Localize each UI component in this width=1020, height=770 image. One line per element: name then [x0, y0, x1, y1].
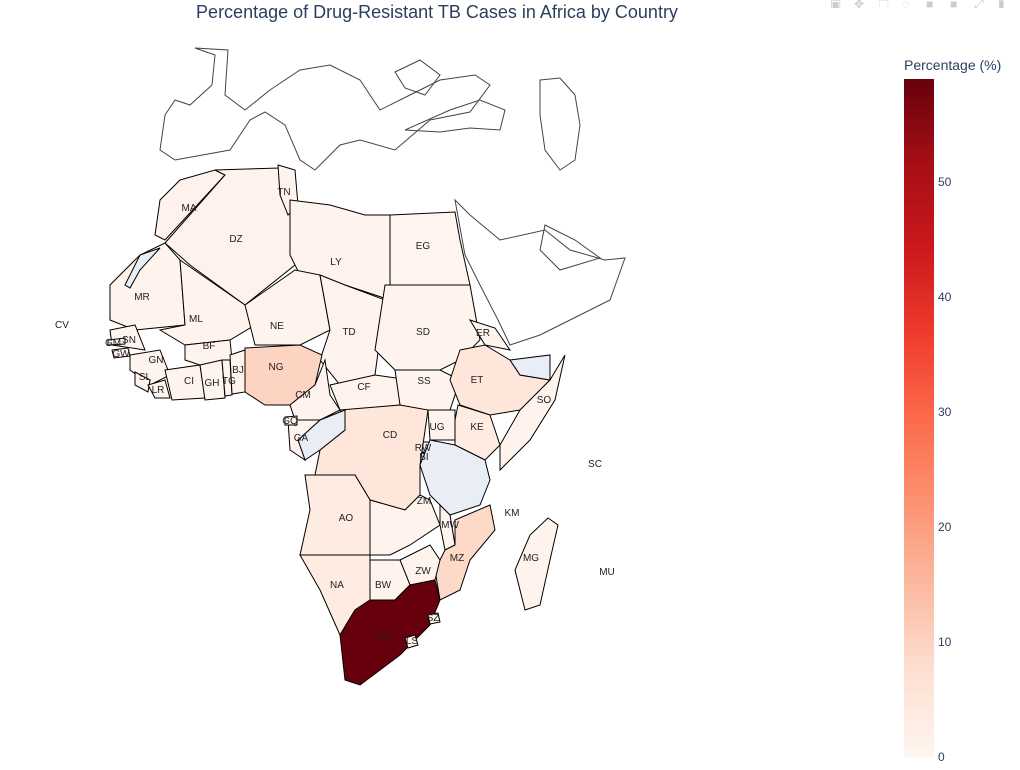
context-coastlines [159, 47, 626, 346]
country-SZ[interactable] [427, 612, 441, 625]
label-CI: CI [184, 376, 194, 387]
label-TG: TG [222, 376, 236, 387]
country-GM[interactable] [107, 337, 126, 346]
label-DZ: DZ [229, 234, 242, 245]
label-MZ: MZ [450, 553, 464, 564]
country-GA[interactable] [287, 419, 322, 462]
country-ZA[interactable] [339, 579, 441, 686]
label-SC: SC [588, 459, 602, 470]
label-ER: ER [476, 328, 490, 339]
label-SS: SS [417, 376, 431, 387]
label-RW: RW [415, 443, 432, 454]
pan-icon[interactable]: ✥ [854, 0, 865, 8]
label-CV: CV [55, 320, 69, 331]
country-ER[interactable] [468, 319, 512, 351]
label-CM: CM [295, 390, 311, 401]
country-UG[interactable] [427, 409, 456, 441]
label-GN: GN [149, 355, 164, 366]
label-BJ: BJ [232, 365, 244, 376]
country-LS[interactable] [404, 634, 419, 649]
label-ZW: ZW [415, 566, 431, 577]
label-ZM: ZM [417, 496, 431, 507]
plotly-logo-icon[interactable]: ▮ [998, 0, 1005, 8]
country-GW[interactable] [111, 347, 131, 359]
autoscale-icon[interactable]: ⤢ [974, 0, 984, 8]
label-BI: BI [419, 452, 428, 463]
country-labels: MA DZ TN LY EG MR ML NE TD SD ER CV SN G… [55, 187, 615, 647]
label-BF: BF [203, 341, 216, 352]
label-GH: GH [205, 378, 220, 389]
country-MZ[interactable] [434, 504, 496, 601]
box-select-icon[interactable]: ⬚ [878, 0, 890, 8]
label-BW: BW [375, 580, 392, 591]
country-EG[interactable] [389, 211, 471, 286]
label-EG: EG [416, 241, 431, 252]
map-title: Percentage of Drug-Resistant TB Cases in… [196, 2, 678, 22]
country-MG[interactable] [514, 517, 559, 611]
choropleth-map: MA DZ TN LY EG MR ML NE TD SD ER CV SN G… [55, 47, 626, 686]
label-MW: MW [441, 520, 459, 531]
colorbar-title: Percentage (%) [904, 57, 1002, 73]
label-SD: SD [416, 327, 430, 338]
label-MG: MG [523, 553, 539, 564]
modebar: ▣ ✥ ⬚ ◌ ■ ■ ⤢ ▮ [830, 0, 1014, 10]
label-GA: GA [294, 433, 309, 444]
colorbar-tick: 50 [938, 175, 952, 189]
label-ZA: ZA [378, 632, 391, 643]
country-western-sahara[interactable] [124, 247, 161, 289]
label-UG: UG [430, 422, 445, 433]
label-SL: SL [139, 372, 152, 383]
lasso-icon[interactable]: ◌ [902, 0, 910, 8]
label-ML: ML [189, 314, 203, 325]
country-SD[interactable] [374, 284, 481, 371]
label-SO: SO [537, 395, 552, 406]
colorbar-tick: 0 [938, 750, 945, 764]
country-GH[interactable] [199, 359, 226, 401]
label-NA: NA [330, 580, 344, 591]
country-GQ[interactable] [284, 415, 298, 426]
label-CD: CD [383, 430, 397, 441]
colorbar-tick: 30 [938, 405, 952, 419]
label-MR: MR [134, 292, 150, 303]
label-MA: MA [182, 203, 197, 214]
label-MU: MU [599, 567, 615, 578]
label-KM: KM [505, 508, 520, 519]
label-SZ: SZ [427, 613, 440, 624]
label-GM: GM [105, 338, 121, 349]
camera-icon[interactable]: ▣ [830, 0, 842, 8]
colorbar [904, 79, 934, 757]
label-SN: SN [122, 335, 136, 346]
zoom-out-icon[interactable]: ■ [950, 0, 958, 8]
country-AO[interactable] [299, 474, 371, 556]
label-TD: TD [342, 327, 355, 338]
country-SO[interactable] [499, 354, 566, 472]
label-TN: TN [277, 187, 290, 198]
label-GQ: GQ [282, 416, 298, 427]
label-GW: GW [112, 349, 130, 360]
africa-countries [107, 164, 566, 686]
label-NE: NE [270, 321, 284, 332]
label-AO: AO [339, 513, 354, 524]
country-TG[interactable] [221, 359, 233, 397]
colorbar-tick: 10 [938, 635, 952, 649]
label-LY: LY [330, 257, 342, 268]
country-SL[interactable] [134, 371, 151, 393]
label-NG: NG [269, 362, 284, 373]
country-TZ[interactable] [419, 439, 491, 516]
label-CF: CF [357, 382, 370, 393]
colorbar-tick: 20 [938, 520, 952, 534]
country-LR[interactable] [147, 379, 171, 399]
label-LR: LR [152, 385, 165, 396]
label-ET: ET [471, 375, 484, 386]
zoom-in-icon[interactable]: ■ [926, 0, 934, 8]
label-KE: KE [470, 422, 484, 433]
label-LS: LS [406, 636, 419, 647]
colorbar-tick: 40 [938, 290, 952, 304]
country-DJ-SL[interactable] [509, 354, 551, 381]
